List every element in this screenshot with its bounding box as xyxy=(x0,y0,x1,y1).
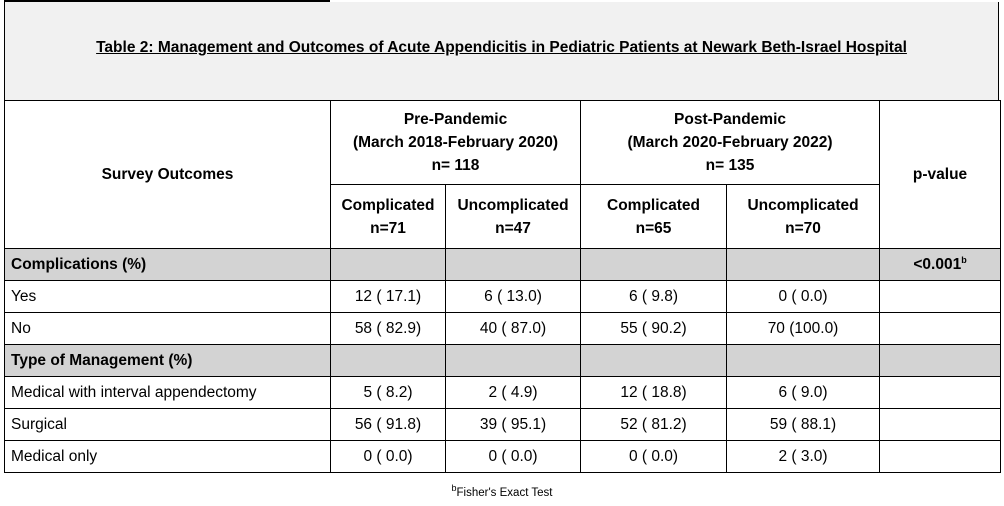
table-row: No 58 ( 82.9) 40 ( 87.0) 55 ( 90.2) 70 (… xyxy=(4,312,1002,345)
cell-value: 70 (100.0) xyxy=(726,312,881,345)
post-pandemic-name: Post-Pandemic xyxy=(674,111,787,128)
subheader-n: n=65 xyxy=(635,219,672,237)
cell-value: 40 ( 87.0) xyxy=(444,312,582,345)
post-pandemic-header: Post-Pandemic (March 2020-February 2022)… xyxy=(580,100,881,185)
empty-cell xyxy=(580,344,728,377)
pre-pandemic-n: n= 118 xyxy=(431,157,480,174)
section-label: Type of Management (%) xyxy=(4,344,331,377)
table-row: Medical with interval appendectomy 5 ( 8… xyxy=(4,376,1002,409)
cell-value: 52 ( 81.2) xyxy=(580,408,728,441)
empty-cell xyxy=(580,248,728,281)
pvalue-cell: <0.001b xyxy=(879,248,1002,281)
subheader-pre-uncomplicated: Uncomplicated n=47 xyxy=(444,184,582,249)
row-label: Medical with interval appendectomy xyxy=(4,376,331,409)
cell-value: 55 ( 90.2) xyxy=(580,312,728,345)
section-label: Complications (%) xyxy=(4,248,331,281)
title-box: Table 2: Management and Outcomes of Acut… xyxy=(4,2,999,100)
empty-cell xyxy=(879,280,1002,313)
pvalue-superscript: b xyxy=(961,254,967,265)
subheader-label: Complicated xyxy=(341,196,435,214)
subheader-n: n=47 xyxy=(495,219,531,237)
empty-cell xyxy=(330,248,446,281)
post-pandemic-n: n= 135 xyxy=(705,157,755,174)
post-pandemic-period: (March 2020-February 2022) xyxy=(627,134,833,151)
cell-value: 2 ( 3.0) xyxy=(726,440,881,473)
row-label: Surgical xyxy=(4,408,331,441)
row-label: Yes xyxy=(4,280,331,313)
cell-value: 6 ( 13.0) xyxy=(444,280,582,313)
table-title: Table 2: Management and Outcomes of Acut… xyxy=(96,39,907,56)
row-label: No xyxy=(4,312,331,345)
pre-pandemic-period: (March 2018-February 2020) xyxy=(352,134,559,151)
cell-value: 6 ( 9.0) xyxy=(726,376,881,409)
table-row: Yes 12 ( 17.1) 6 ( 13.0) 6 ( 9.8) 0 ( 0.… xyxy=(4,280,1002,313)
outcomes-table: Survey Outcomes Pre-Pandemic (March 2018… xyxy=(4,100,1002,473)
empty-cell xyxy=(879,312,1002,345)
subheader-n: n=71 xyxy=(370,219,406,237)
section-row-complications: Complications (%) <0.001b xyxy=(4,248,1002,281)
pre-pandemic-name: Pre-Pandemic xyxy=(403,111,508,128)
cell-value: 56 ( 91.8) xyxy=(330,408,446,441)
cell-value: 5 ( 8.2) xyxy=(330,376,446,409)
empty-cell xyxy=(879,440,1002,473)
subheader-post-complicated: Complicated n=65 xyxy=(580,184,728,249)
pre-pandemic-header: Pre-Pandemic (March 2018-February 2020) … xyxy=(329,100,582,185)
header-row-subgroups: Complicated n=71 Uncomplicated n=47 Comp… xyxy=(5,184,1001,249)
subheader-label: Uncomplicated xyxy=(747,196,859,214)
table-row: Medical only 0 ( 0.0) 0 ( 0.0) 0 ( 0.0) … xyxy=(4,440,1002,473)
empty-cell xyxy=(879,408,1002,441)
top-rule xyxy=(4,0,330,2)
cell-value: 6 ( 9.8) xyxy=(580,280,728,313)
pvalue-header: p-value xyxy=(879,100,1002,249)
empty-cell xyxy=(879,344,1002,377)
subheader-label: Complicated xyxy=(607,196,701,214)
footnote-text: Fisher's Exact Test xyxy=(456,487,553,499)
subheader-pre-complicated: Complicated n=71 xyxy=(330,184,446,249)
empty-cell xyxy=(726,344,881,377)
empty-cell xyxy=(444,248,582,281)
section-row-management: Type of Management (%) xyxy=(4,344,1002,377)
cell-value: 2 ( 4.9) xyxy=(444,376,582,409)
footnote: bFisher's Exact Test xyxy=(0,484,1004,499)
header-row-groups: Survey Outcomes Pre-Pandemic (March 2018… xyxy=(4,100,1002,249)
cell-value: 59 ( 88.1) xyxy=(726,408,881,441)
cell-value: 0 ( 0.0) xyxy=(444,440,582,473)
cell-value: 12 ( 17.1) xyxy=(330,280,446,313)
empty-cell xyxy=(726,248,881,281)
subheader-label: Uncomplicated xyxy=(457,196,569,214)
empty-cell xyxy=(879,376,1002,409)
cell-value: 0 ( 0.0) xyxy=(726,280,881,313)
subheader-post-uncomplicated: Uncomplicated n=70 xyxy=(726,184,881,249)
cell-value: 58 ( 82.9) xyxy=(330,312,446,345)
cell-value: 0 ( 0.0) xyxy=(580,440,728,473)
cell-value: 39 ( 95.1) xyxy=(444,408,582,441)
table-row: Surgical 56 ( 91.8) 39 ( 95.1) 52 ( 81.2… xyxy=(4,408,1002,441)
row-label: Medical only xyxy=(4,440,331,473)
empty-cell xyxy=(444,344,582,377)
cell-value: 0 ( 0.0) xyxy=(330,440,446,473)
empty-cell xyxy=(330,344,446,377)
footnote-superscript: b xyxy=(451,483,457,494)
subheader-n: n=70 xyxy=(785,219,821,237)
pvalue-text: <0.001 xyxy=(913,255,962,273)
cell-value: 12 ( 18.8) xyxy=(580,376,728,409)
survey-outcomes-header: Survey Outcomes xyxy=(4,100,331,249)
